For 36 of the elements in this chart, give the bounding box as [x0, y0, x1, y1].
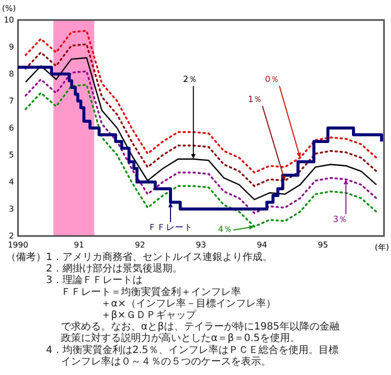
text: 4．均衡実質金利は2.5％、インフレ率はＰＣＥ総合を使用。目標: [46, 344, 338, 356]
text: 1％: [248, 95, 262, 105]
text: インフレ率は０～４％の５つのケースを表示。: [61, 355, 271, 368]
text: 3％: [333, 215, 348, 225]
y-tick-label: 7: [8, 96, 14, 106]
text: 2％: [183, 75, 198, 85]
y-tick-label: 9: [8, 42, 14, 52]
text: ＦＦレート＝均衡実質金利＋インフレ率: [61, 286, 241, 298]
series-label: ＦＦレート: [148, 223, 193, 233]
x-tick-label: 95: [318, 240, 328, 250]
x-tick-label: 92: [134, 240, 146, 250]
y-axis-title: (%): [2, 4, 16, 13]
legend-label: 4％: [218, 225, 232, 235]
y-tick-label: 6: [8, 124, 14, 133]
y-tick-label: 5: [8, 150, 14, 160]
y-tick-label: 3: [8, 204, 14, 214]
text: ＋α×（インフレ率－目標インフレ率）: [101, 297, 276, 310]
x-tick-label: 1990: [8, 240, 28, 250]
text: 政策に対する説明力が高いとしたα＝β＝0.5を使用。: [61, 332, 300, 344]
y-tick-label: 2: [8, 232, 14, 241]
line-series: [24, 30, 378, 174]
y-tick-label: 4: [8, 178, 14, 187]
x-tick-label: 91: [74, 240, 84, 250]
y-tick-label: 10: [4, 16, 14, 25]
line-series: [24, 43, 378, 187]
text: で求める。なお、αとβは、テイラーが特に1985年以降の金融: [61, 320, 340, 333]
text: 2．網掛け部分は景気後退期。: [46, 262, 182, 275]
y-tick-label: 8: [8, 70, 14, 79]
text: 0％: [265, 75, 280, 85]
x-tick-label: 93: [196, 240, 206, 250]
text: 3．理論ＦＦレートは: [46, 274, 142, 286]
text: ＋β×ＧＤＰギャップ: [101, 309, 197, 321]
line-series: [24, 57, 378, 200]
x-tick-label: 94: [256, 240, 268, 250]
text: （備考）1．アメリカ商務省、セントルイス連銀より作成。: [6, 251, 272, 263]
x-axis-title: (年): [374, 243, 389, 252]
